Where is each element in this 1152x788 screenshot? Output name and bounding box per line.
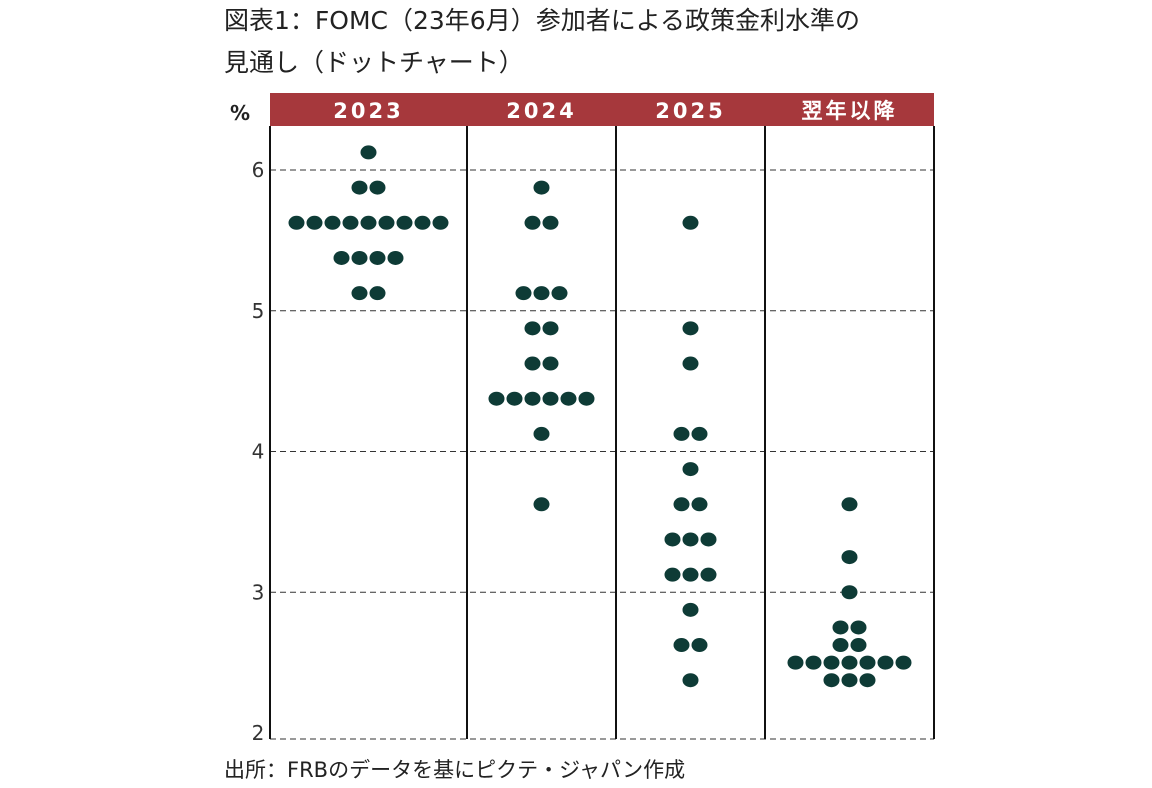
dot-marker [515,286,532,301]
dot-marker [682,567,699,582]
dot-marker [432,215,449,230]
dot-marker [859,673,876,688]
dot-marker [342,215,359,230]
dot-marker [682,321,699,336]
dot-marker [682,356,699,371]
dot-marker [841,497,858,512]
dot-marker [533,180,550,195]
dot-marker [841,655,858,670]
dot-marker [691,426,708,441]
dot-marker [524,356,541,371]
y-tick-label: 5 [252,299,265,323]
dot-marker [895,655,912,670]
dot-marker [488,391,505,406]
dot-marker [823,673,840,688]
dot-marker [691,497,708,512]
y-tick-label: 2 [252,721,265,745]
dot-marker [351,180,368,195]
dot-marker [682,602,699,617]
dot-marker [333,250,350,265]
dot-marker [850,638,867,653]
dot-marker [360,145,377,160]
dot-marker [682,673,699,688]
dot-marker [691,638,708,653]
dot-marker [524,321,541,336]
dot-marker [664,567,681,582]
dot-marker [700,567,717,582]
dot-marker [369,250,386,265]
dot-marker [673,426,690,441]
dot-marker [700,532,717,547]
dot-marker [524,391,541,406]
chart-title-line1: 図表1：FOMC（23年6月）参加者による政策金利水準の [224,6,860,35]
dot-marker [560,391,577,406]
dot-marker [378,215,395,230]
dot-marker [578,391,595,406]
dot-marker [850,620,867,635]
dot-marker [823,655,840,670]
dot-marker [841,550,858,565]
dot-marker [673,497,690,512]
y-axis-unit-label: % [230,101,250,125]
dot-marker [387,250,404,265]
dot-marker [306,215,323,230]
category-label: 翌年以降 [802,99,898,123]
y-tick-label: 6 [252,158,265,182]
dot-marker [351,286,368,301]
dot-marker [682,462,699,477]
dot-marker [877,655,894,670]
dot-marker [841,585,858,600]
dot-marker [396,215,413,230]
category-label: 2024 [506,99,576,123]
dot-marker [551,286,568,301]
dot-marker [859,655,876,670]
dot-marker [414,215,431,230]
y-tick-label: 3 [252,580,265,604]
chart-title-line2: 見通し（ドットチャート） [224,48,524,77]
dot-marker [805,655,822,670]
dot-marker [369,180,386,195]
dot-marker [787,655,804,670]
dot-marker [506,391,523,406]
dot-marker [369,286,386,301]
dot-marker [324,215,341,230]
source-note: 出所：FRBのデータを基にピクテ・ジャパン作成 [224,758,686,782]
dot-marker [542,321,559,336]
dot-marker [841,673,858,688]
dot-marker [673,638,690,653]
dot-marker [533,497,550,512]
dot-marker [832,638,849,653]
dot-marker [524,215,541,230]
dot-marker [360,215,377,230]
dot-marker [533,286,550,301]
dot-marker [542,356,559,371]
dot-marker [832,620,849,635]
category-label: 2023 [333,99,403,123]
y-tick-label: 4 [252,440,265,464]
dot-marker [542,215,559,230]
dot-marker [288,215,305,230]
dot-marker [351,250,368,265]
dot-marker [682,532,699,547]
dot-marker [542,391,559,406]
chart-header-band [270,93,934,126]
category-label: 2025 [655,99,725,123]
dot-marker [682,215,699,230]
dot-marker [664,532,681,547]
dot-marker [533,426,550,441]
